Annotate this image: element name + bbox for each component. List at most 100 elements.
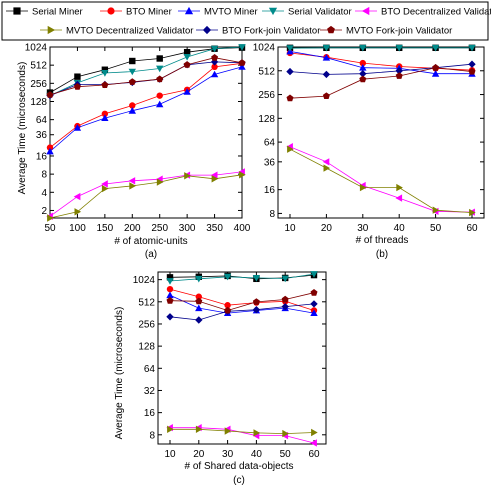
- data-point: [359, 183, 367, 192]
- panel-b-xlabel: # of threads: [356, 235, 409, 246]
- data-point: [224, 302, 231, 309]
- data-point: [252, 275, 261, 282]
- series-line: [49, 171, 243, 217]
- data-point: [210, 45, 219, 53]
- series-line: [170, 427, 315, 444]
- data-point: [281, 295, 289, 303]
- series-mvto-decentralized-validator: [167, 425, 318, 438]
- data-point: [359, 64, 367, 71]
- data-point: [281, 275, 289, 283]
- data-point: [211, 63, 218, 71]
- legend-label-mvto-decentralized-validator: MVTO Decentralized Validator: [66, 26, 193, 37]
- data-point: [432, 64, 440, 71]
- data-point: [286, 94, 294, 102]
- data-point: [282, 429, 289, 438]
- data-point: [128, 107, 136, 114]
- data-point: [395, 72, 403, 79]
- series-line: [49, 46, 243, 96]
- legend-label-serial-miner: Serial Miner: [32, 7, 83, 18]
- data-point: [310, 271, 318, 278]
- data-point: [322, 92, 330, 99]
- panel-a-caption: (a): [145, 249, 157, 260]
- data-point: [211, 54, 219, 61]
- data-point: [223, 273, 232, 281]
- data-point: [46, 147, 54, 155]
- y-tick-label: 2: [41, 206, 47, 217]
- data-point: [468, 44, 476, 52]
- legend-marker-bto-fork-join-validator: [202, 25, 212, 35]
- x-tick-label: 50: [430, 223, 442, 234]
- data-point: [286, 45, 294, 52]
- data-point: [74, 73, 81, 80]
- data-point: [101, 114, 109, 121]
- series-line: [49, 47, 243, 93]
- data-point: [166, 274, 174, 281]
- legend-marker-serial-miner: [13, 7, 21, 15]
- data-point: [359, 44, 367, 52]
- data-point: [395, 44, 403, 52]
- series-line: [169, 294, 315, 314]
- legend-marker-mvto-fork-join-validator: [327, 25, 335, 34]
- series-bto-decentralized-validator: [286, 143, 475, 216]
- y-tick-label: 512: [30, 61, 47, 72]
- y-tick-label: 8: [269, 209, 275, 220]
- data-point: [310, 309, 318, 316]
- data-point: [359, 70, 367, 78]
- data-point: [322, 54, 331, 61]
- data-point: [46, 91, 54, 98]
- legend-entry-serial-miner: Serial Miner: [6, 7, 83, 18]
- series-line: [289, 146, 473, 213]
- series-serial-validator: [46, 44, 246, 100]
- data-point: [310, 439, 317, 447]
- y-tick-label: 1024: [133, 275, 156, 286]
- series-line: [169, 288, 315, 311]
- panel-a-xlabel: # of atomic-units: [114, 236, 187, 247]
- legend-label-mvto-fork-join-validator: MVTO Fork-join Validator: [346, 26, 452, 37]
- data-point: [156, 75, 164, 83]
- data-point: [47, 214, 54, 222]
- plot-frame: [157, 271, 327, 445]
- legend-entry-mvto-decentralized-validator: MVTO Decentralized Validator: [40, 26, 193, 37]
- x-tick-label: 50: [44, 223, 56, 234]
- legend-label-bto-fork-join-validator: BTO Fork-join Validator: [222, 26, 320, 37]
- legend-label-bto-miner: BTO Miner: [126, 7, 172, 18]
- y-tick-label: 256: [138, 319, 155, 330]
- data-point: [156, 55, 163, 62]
- y-tick-label: 512: [258, 66, 275, 77]
- series-line: [49, 57, 243, 96]
- series-mvto-fork-join-validator: [166, 289, 318, 314]
- data-point: [238, 44, 246, 51]
- data-point: [195, 316, 203, 324]
- data-point: [359, 59, 366, 67]
- y-tick-label: 64: [144, 364, 156, 375]
- data-point: [166, 297, 174, 304]
- data-point: [195, 304, 203, 312]
- data-point: [238, 59, 246, 66]
- legend-marker-mvto-decentralized-validator: [47, 25, 56, 35]
- x-tick-label: 60: [466, 223, 478, 234]
- data-point: [166, 278, 174, 285]
- data-point: [323, 164, 331, 172]
- data-point: [101, 110, 109, 118]
- data-point: [195, 297, 203, 305]
- data-point: [101, 66, 109, 73]
- data-point: [322, 70, 331, 79]
- y-tick-label: 16: [264, 185, 276, 196]
- data-point: [468, 67, 476, 75]
- x-tick-label: 200: [124, 223, 141, 234]
- y-tick-label: 16: [36, 151, 48, 162]
- panel-a-ylabel: Average Time (microseconds): [17, 62, 28, 195]
- legend-marker-serial-validator: [268, 7, 278, 16]
- y-tick-label: 128: [30, 97, 47, 108]
- x-tick-label: 40: [251, 449, 263, 460]
- data-point: [156, 178, 164, 186]
- panel-a: Average Time (microseconds) # of atomic-…: [17, 43, 251, 261]
- panel-c-caption: (c): [233, 475, 245, 486]
- y-tick-label: 1024: [253, 43, 276, 54]
- data-point: [224, 306, 232, 314]
- data-point: [128, 68, 136, 76]
- data-point: [210, 171, 218, 179]
- panel-b: # of threads (b) 8 16 36 64 128 256 512 1024 10 2…: [253, 43, 485, 260]
- y-tick-label: 64: [36, 115, 48, 126]
